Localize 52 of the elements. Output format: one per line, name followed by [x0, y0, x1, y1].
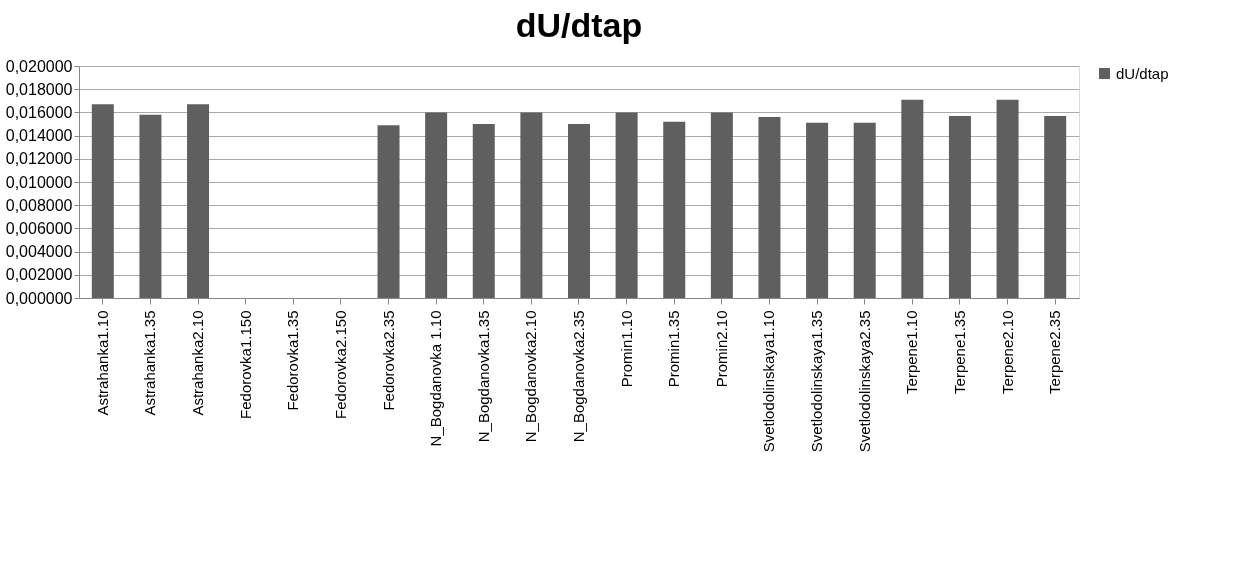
y-tick-label: 0,014000 — [5, 127, 73, 145]
x-tick-label: Astrahanka1.35 — [141, 310, 159, 416]
bar — [663, 121, 686, 298]
bar — [91, 104, 114, 298]
bar — [710, 112, 733, 298]
bar — [853, 122, 876, 298]
x-tick-label: Astrahanka2.10 — [189, 310, 207, 416]
y-tick-label: 0,016000 — [5, 103, 73, 121]
bar — [472, 124, 495, 298]
bar — [901, 99, 924, 298]
y-tick-label: 0,012000 — [5, 150, 73, 168]
x-tick-label: Fedorovka1.35 — [284, 310, 302, 411]
x-tick-label: N_Bogdanovka1.35 — [474, 310, 492, 443]
x-tick-label: N_Bogdanovka2.10 — [522, 310, 540, 443]
x-tick-label: Astrahanka1.10 — [93, 310, 111, 416]
bar — [1044, 115, 1067, 298]
y-tick-label: 0,004000 — [5, 243, 73, 261]
y-tick-label: 0,006000 — [5, 219, 73, 237]
x-tick-label: Svetlodolinskaya1.35 — [808, 310, 826, 453]
bar — [187, 104, 210, 298]
y-tick-label: 0,008000 — [5, 196, 73, 214]
x-tick-label: Terpene2.10 — [998, 310, 1016, 394]
chart-title: dU/dtap — [515, 6, 643, 44]
x-tick-label: Fedorovka2.150 — [331, 310, 349, 419]
bar — [996, 99, 1019, 298]
y-tick-label: 0,000000 — [5, 289, 73, 307]
bar — [139, 114, 162, 298]
y-tick-label: 0,010000 — [5, 173, 73, 191]
bar — [615, 112, 638, 298]
x-tick-label: Fedorovka2.35 — [379, 310, 397, 411]
x-tick-label: N_Bogdanovka 1.10 — [427, 310, 445, 447]
bar — [520, 112, 543, 298]
x-tick-label: Svetlodolinskaya1.10 — [760, 310, 778, 453]
bar — [425, 112, 448, 298]
x-tick-label: Svetlodolinskaya2.35 — [855, 310, 873, 453]
x-tick-label: Terpene1.10 — [903, 310, 921, 394]
bar — [806, 122, 829, 298]
x-tick-label: Promin2.10 — [712, 310, 730, 388]
x-tick-label: Terpene2.35 — [1046, 310, 1064, 394]
x-tick-label: Promin1.10 — [617, 310, 635, 388]
bar — [377, 125, 400, 298]
y-tick-label: 0,018000 — [5, 80, 73, 98]
legend-label: dU/dtap — [1116, 64, 1169, 82]
y-tick-label: 0,002000 — [5, 266, 73, 284]
x-tick-label: Promin1.35 — [665, 310, 683, 388]
y-tick-label: 0,020000 — [5, 57, 73, 75]
bar — [758, 117, 781, 298]
x-tick-label: Fedorovka1.150 — [236, 310, 254, 419]
bar — [568, 124, 590, 298]
bar — [948, 115, 971, 298]
x-tick-label: N_Bogdanovka2.35 — [570, 310, 587, 443]
x-tick-label: Terpene1.35 — [950, 310, 968, 394]
